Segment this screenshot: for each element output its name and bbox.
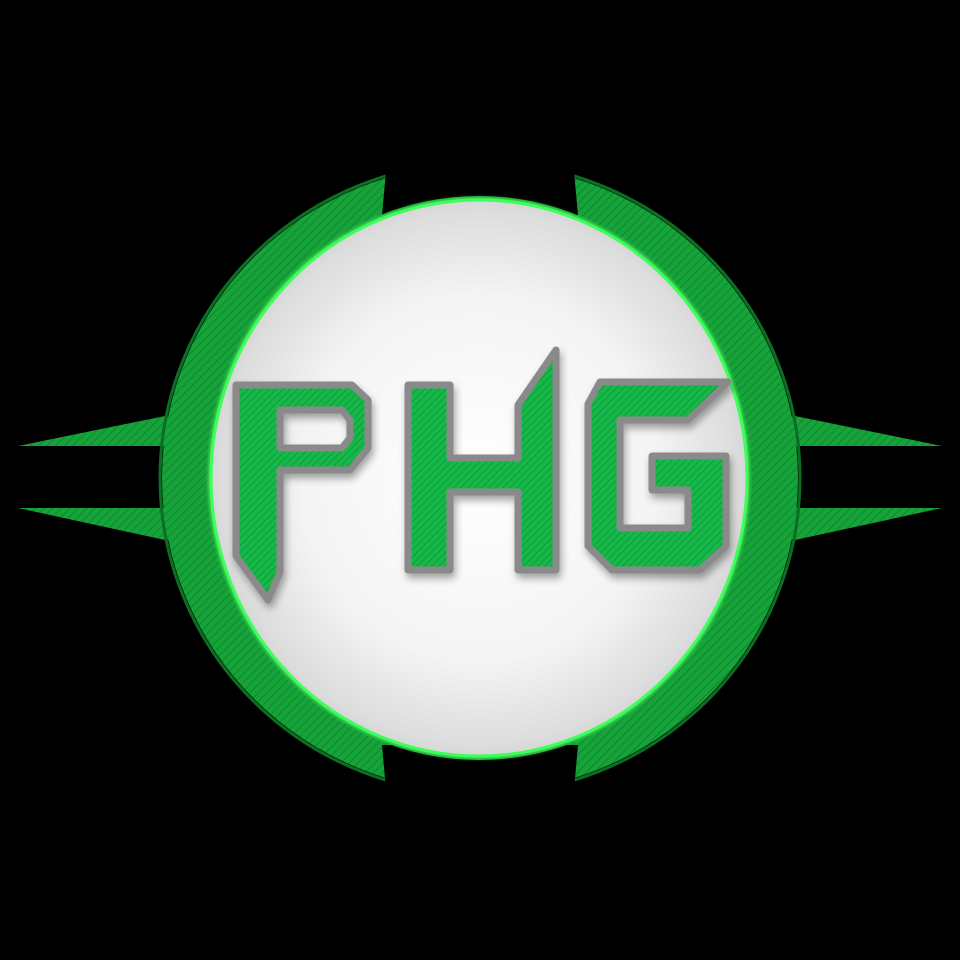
letter-g (584, 378, 732, 574)
letter-p (232, 381, 372, 604)
left-spike-lower (18, 508, 205, 540)
right-spike-lower (755, 508, 942, 540)
letter-h (404, 346, 560, 574)
right-spikes (755, 416, 942, 540)
left-spikes (18, 416, 205, 540)
right-spike-upper (755, 416, 942, 446)
left-spike-upper (18, 416, 205, 446)
logo-letters (232, 346, 732, 604)
